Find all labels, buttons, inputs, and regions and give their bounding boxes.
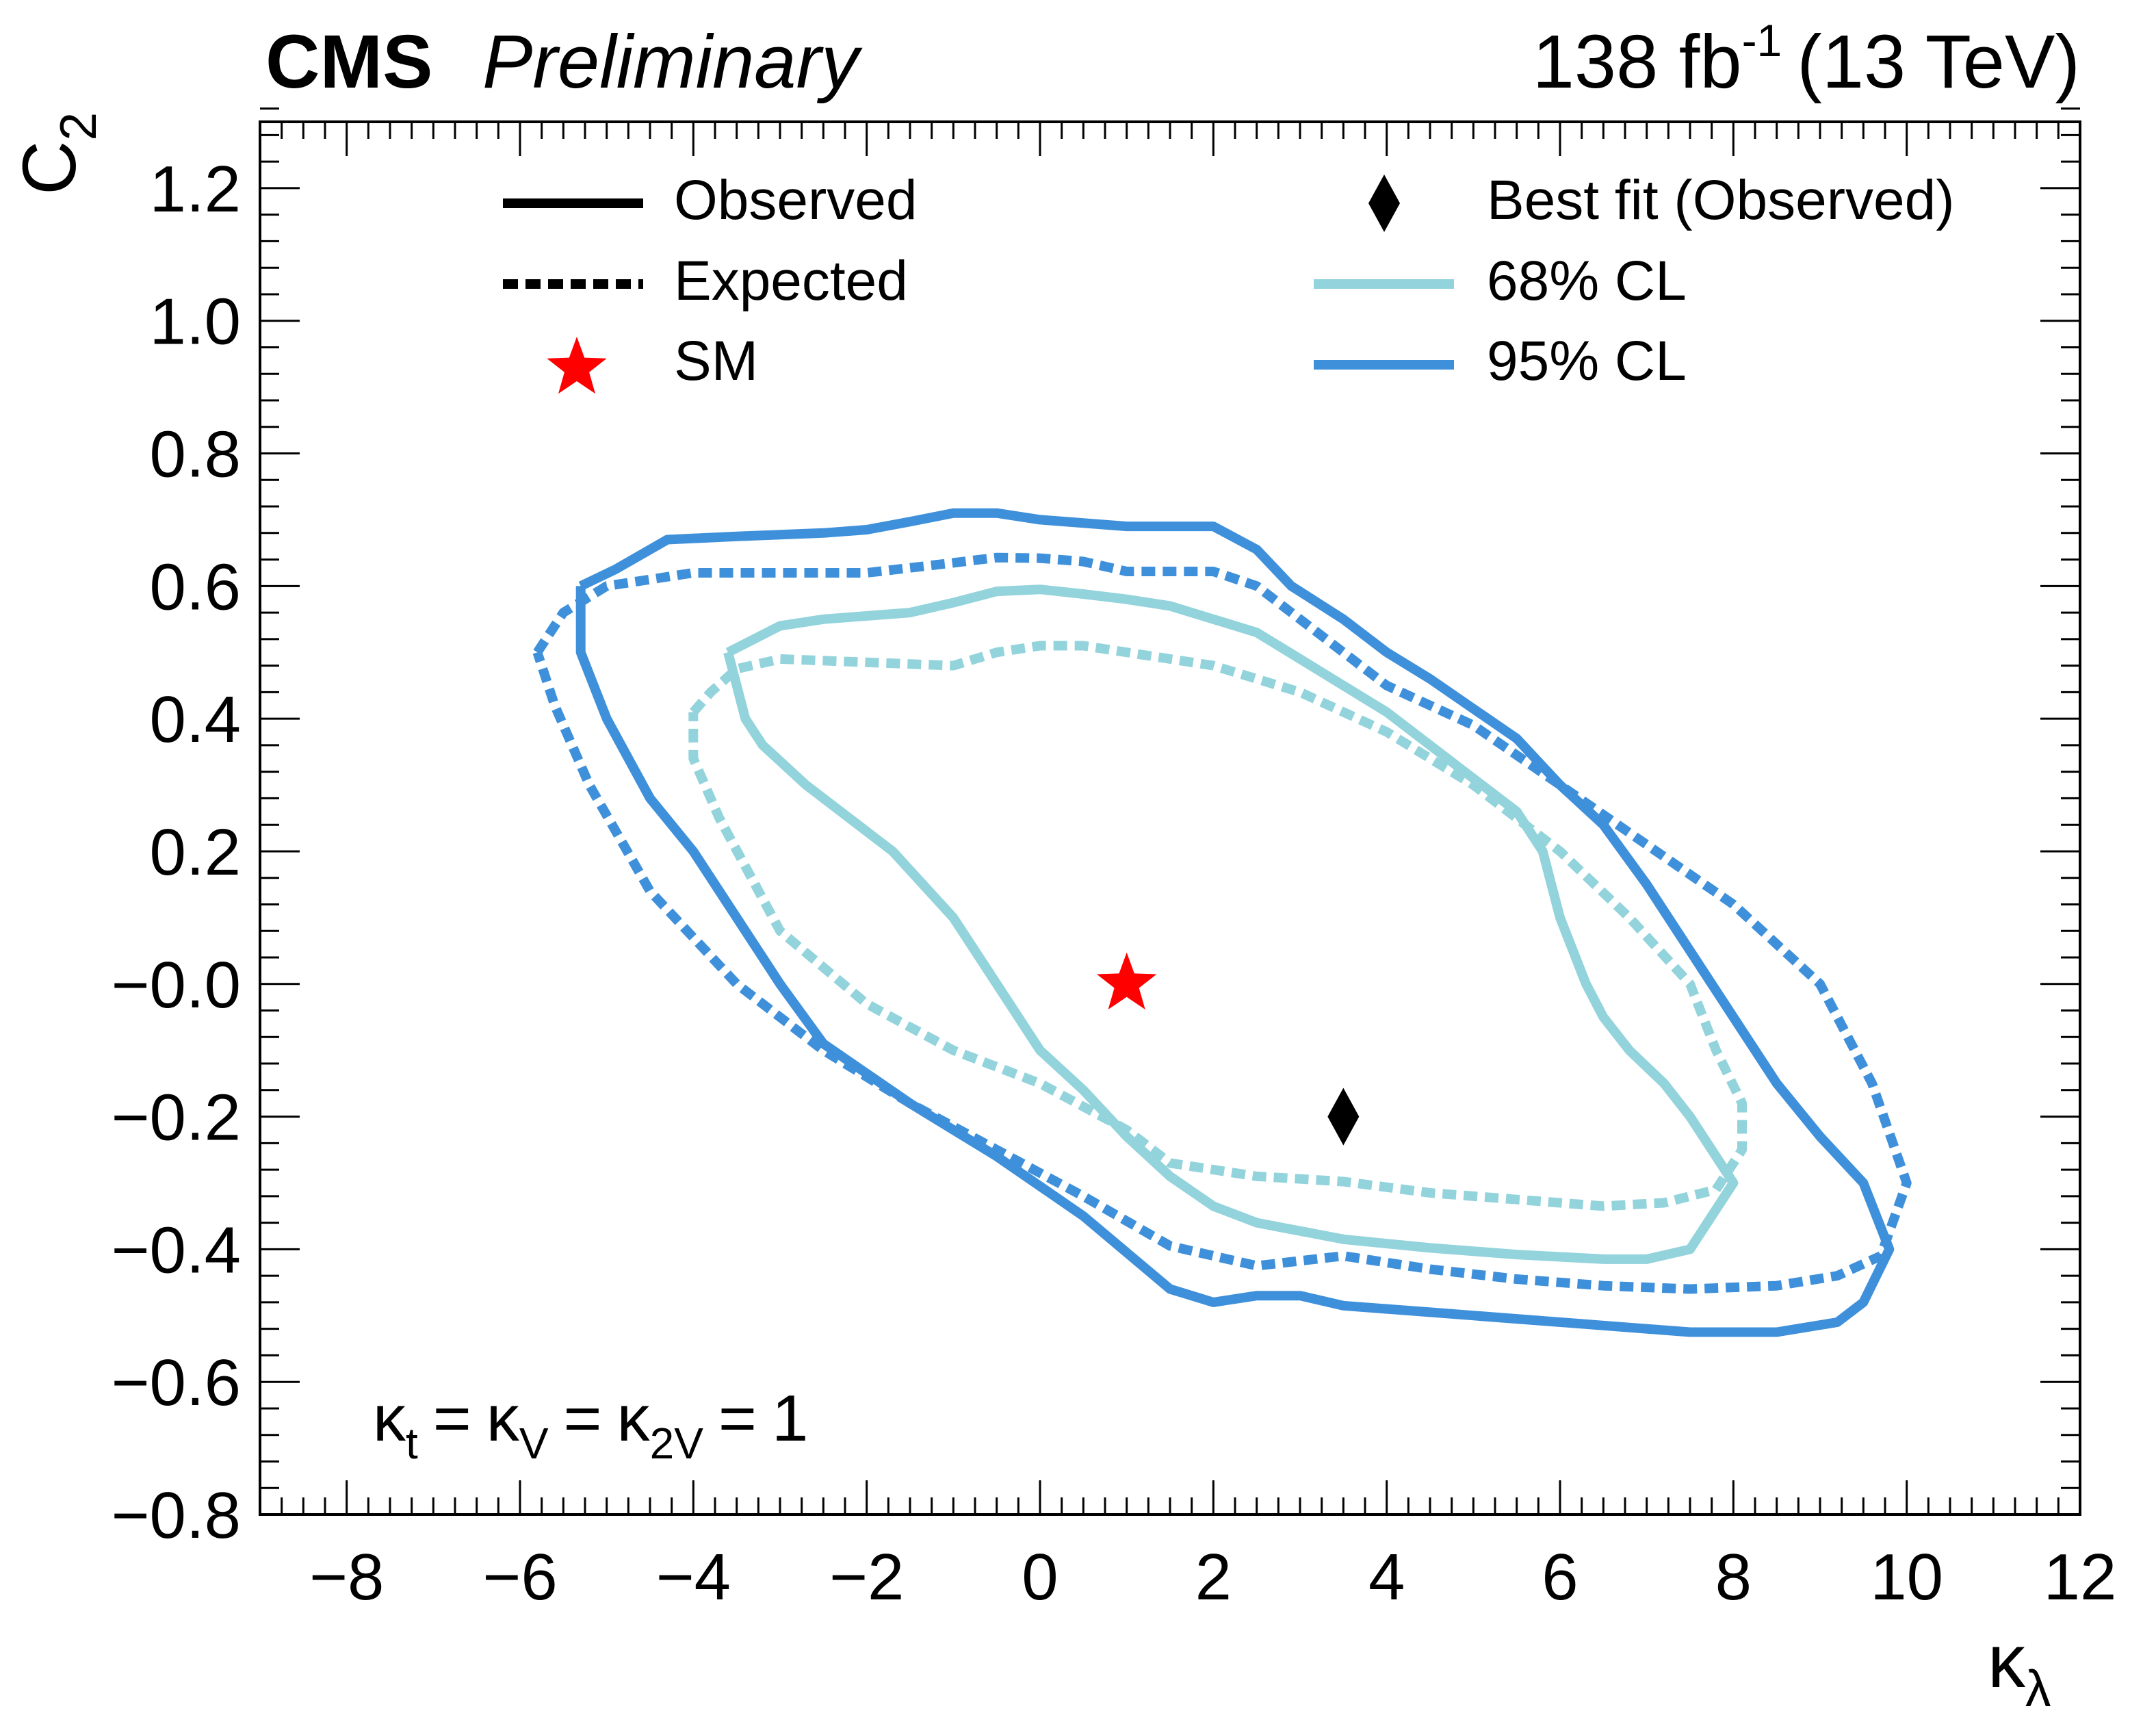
y-tick-label: 1.2 <box>150 153 241 226</box>
y-tick-label: 0.6 <box>150 550 241 623</box>
x-tick-label: 10 <box>1870 1541 1943 1614</box>
x-axis-title: κλ <box>1988 1619 2051 1717</box>
tick-labels: −8 −6 −4 −2 0 2 4 6 8 10 12 −0.8 −0.6 −0.4 −0.2 −0.0 0.2… <box>111 153 2116 1614</box>
markers <box>1096 952 1360 1146</box>
lumi-value: 138 fb <box>1533 20 1742 104</box>
x-tick-label: −8 <box>309 1541 384 1614</box>
contour-series <box>532 508 1912 1337</box>
contour-68-observed <box>723 584 1739 1264</box>
y-tick-label: −0.2 <box>111 1081 241 1155</box>
legend-observed-label: Observed <box>674 169 918 231</box>
lumi-exponent: -1 <box>1742 15 1782 66</box>
y-tick-label: −0.8 <box>111 1479 241 1552</box>
legend-sm-star-icon <box>547 337 607 394</box>
energy-value: (13 TeV) <box>1797 20 2080 104</box>
legend-cl68-label: 68% CL <box>1487 250 1687 312</box>
coupling-annotation: κt = κV = κ2V = 1 <box>373 1382 808 1468</box>
y-tick-label: 0.8 <box>150 418 241 491</box>
y-axis-title: C2 <box>8 112 107 195</box>
x-tick-label: 4 <box>1368 1541 1405 1614</box>
y-tick-label: −0.0 <box>111 949 241 1022</box>
x-axis-title-sub: λ <box>2025 1660 2051 1717</box>
axis-ticks <box>259 107 2081 1516</box>
x-tick-label: 2 <box>1195 1541 1232 1614</box>
contour-68-expected <box>688 641 1747 1211</box>
status-label: Preliminary <box>482 20 863 104</box>
y-tick-label: 0.2 <box>150 816 241 889</box>
x-tick-label: −2 <box>829 1541 904 1614</box>
legend-cl95-label: 95% CL <box>1487 330 1687 392</box>
legend-best-fit-label: Best fit (Observed) <box>1487 169 1955 231</box>
legend-sm-label: SM <box>674 330 758 392</box>
x-tick-label: −6 <box>482 1541 557 1614</box>
x-tick-label: 8 <box>1715 1541 1752 1614</box>
x-tick-label: 0 <box>1022 1541 1058 1614</box>
legend-expected-label: Expected <box>674 250 908 312</box>
y-axis-title-sub: 2 <box>49 112 107 141</box>
experiment-label: CMS <box>265 20 432 104</box>
lumi-energy-label: 138 fb-1 (13 TeV) <box>1533 15 2080 104</box>
x-tick-label: 12 <box>2044 1541 2117 1614</box>
x-tick-label: −4 <box>656 1541 731 1614</box>
legend: Observed Expected SM Best fit (Observed)… <box>503 169 1955 394</box>
y-tick-label: −0.6 <box>111 1346 241 1419</box>
y-tick-label: −0.4 <box>111 1213 241 1287</box>
sm-star-marker <box>1096 952 1157 1009</box>
y-tick-label: 0.4 <box>150 683 241 756</box>
contour-95-expected <box>532 552 1912 1294</box>
y-tick-label: 1.0 <box>150 285 241 359</box>
plot-frame <box>259 120 2081 1516</box>
x-tick-label: 6 <box>1542 1541 1578 1614</box>
legend-best-fit-diamond-icon <box>1368 175 1400 232</box>
best-fit-diamond-marker <box>1327 1087 1360 1146</box>
